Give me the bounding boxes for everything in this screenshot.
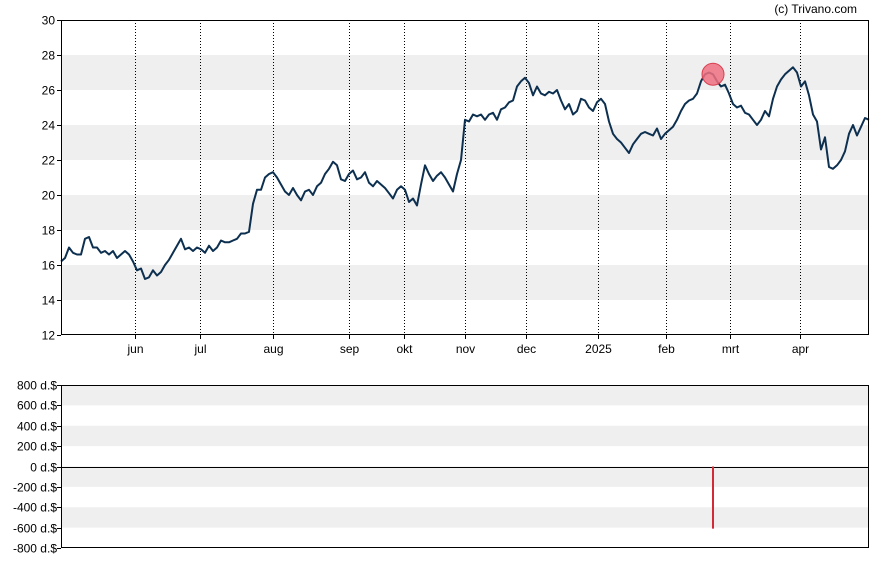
y-tick-label: 24: [42, 119, 56, 133]
insider-frame: [61, 385, 869, 548]
price-panel: jun jul aug sep okt nov dec 2025 feb mrt apr 12 14 16…: [42, 14, 870, 356]
y-tick-label: 26: [42, 84, 56, 98]
insider-y-tick-label: 400 d.$: [17, 420, 57, 434]
price-band: [61, 55, 869, 90]
x-tick-label: apr: [792, 342, 809, 356]
y-tick-label: 18: [42, 224, 56, 238]
insider-band: [61, 507, 869, 528]
x-tick-label: okt: [396, 342, 413, 356]
insider-band: [61, 466, 869, 487]
price-band: [61, 125, 869, 160]
price-frame: [61, 20, 869, 335]
insider-panel: -800 d.$ -600 d.$ -400 d.$ -200 d.$ 0 d.$ 200…: [13, 379, 869, 556]
y-tick-label: 16: [42, 259, 56, 273]
insider-band: [61, 385, 869, 406]
y-tick-label: 30: [42, 14, 56, 28]
x-tick-label: 2025: [585, 342, 612, 356]
x-tick-label: feb: [658, 342, 675, 356]
y-tick-label: 28: [42, 49, 56, 63]
x-tick-label: dec: [517, 342, 536, 356]
y-tick-label: 20: [42, 189, 56, 203]
credit-label: (c) Trivano.com: [774, 2, 857, 16]
x-tick-label: sep: [340, 342, 360, 356]
y-tick-label: 12: [42, 329, 56, 343]
x-tick-label: nov: [456, 342, 475, 356]
insider-marker: [701, 62, 725, 86]
insider-y-tick-label: -400 d.$: [13, 501, 57, 515]
insider-y-tick-label: 0 d.$: [30, 461, 57, 475]
insider-band: [61, 425, 869, 447]
insider-y-tick-label: -600 d.$: [13, 522, 57, 536]
insider-y-tick-label: 200 d.$: [17, 440, 57, 454]
x-tick-label: jul: [193, 342, 206, 356]
x-tick-label: mrt: [722, 342, 740, 356]
insider-y-tick-label: -800 d.$: [13, 542, 57, 556]
x-tick-label: jun: [126, 342, 143, 356]
insider-y-tick-label: -200 d.$: [13, 481, 57, 495]
y-tick-label: 22: [42, 154, 56, 168]
insider-y-tick-label: 600 d.$: [17, 399, 57, 413]
insider-y-tick-label: 800 d.$: [17, 379, 57, 393]
x-tick-label: aug: [263, 342, 283, 356]
price-band: [61, 265, 869, 300]
price-line: [60, 66, 870, 280]
y-tick-label: 14: [42, 294, 56, 308]
